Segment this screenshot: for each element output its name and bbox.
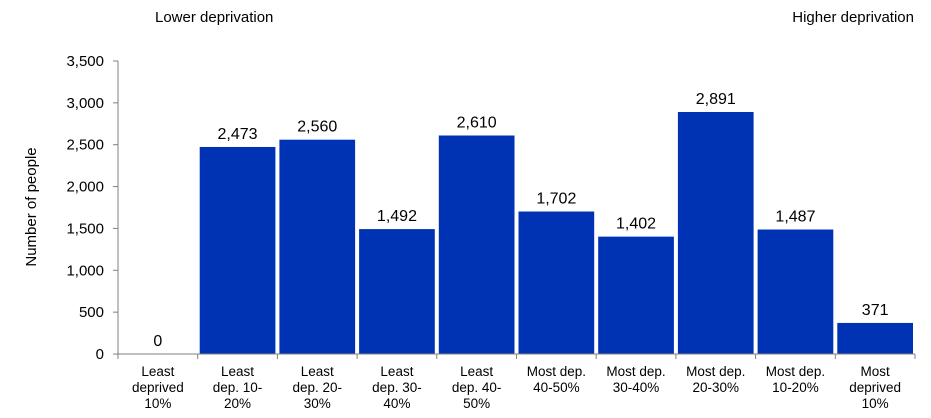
data-label: 2,473	[218, 126, 258, 143]
x-tick-label: Least dep. 40-50%	[452, 364, 502, 411]
bar	[359, 229, 435, 354]
bar	[279, 139, 356, 354]
y-tick-label: 1,000	[66, 262, 104, 279]
data-label: 1,487	[775, 209, 815, 226]
x-tick-label: Least dep. 20-30%	[292, 364, 342, 411]
x-tick-label: Least dep. 30-40%	[372, 364, 422, 411]
y-tick-label: 2,500	[66, 137, 104, 154]
y-tick-label: 1,500	[66, 220, 104, 237]
y-tick-label: 3,000	[66, 95, 104, 112]
annotation-lower-deprivation: Lower deprivation	[155, 9, 273, 26]
y-axis: 0 500 1,000 1,500 2,000 2,500 3,000 3,500	[66, 53, 119, 363]
data-label: 371	[862, 302, 889, 319]
data-label: 1,702	[536, 191, 576, 208]
data-label: 1,492	[377, 208, 417, 225]
bars: 0 2,473 2,560 1,492 2,610 1,702 1,402 2,891 1,48…	[153, 91, 913, 355]
x-tick-label: Most dep. 30-40%	[606, 364, 665, 395]
bar	[677, 111, 754, 355]
x-tick-label: Most dep. 10-20%	[766, 364, 825, 395]
bar	[438, 135, 515, 354]
y-tick-label: 0	[96, 346, 104, 363]
bar	[598, 236, 674, 354]
bar	[518, 211, 595, 354]
x-tick-label: Least dep. 10-20%	[213, 364, 263, 411]
data-label: 1,402	[616, 216, 656, 233]
x-axis: Least deprived 10% Least dep. 10-20% Least dep…	[117, 353, 916, 411]
bar	[199, 146, 276, 354]
y-tick-label: 500	[79, 304, 104, 321]
data-label: 0	[153, 333, 162, 350]
data-label: 2,560	[297, 119, 337, 136]
x-tick-label: Most dep. 40-50%	[527, 364, 586, 395]
bar	[757, 229, 834, 354]
data-label: 2,610	[457, 115, 497, 132]
y-tick-label: 3,500	[66, 53, 104, 70]
x-tick-label: Most dep. 20-30%	[686, 364, 745, 395]
x-tick-label: Least deprived 10%	[132, 364, 184, 411]
annotation-higher-deprivation: Higher deprivation	[792, 9, 914, 26]
x-tick-label: Most deprived 10%	[849, 364, 901, 411]
bar	[837, 322, 913, 354]
y-axis-label: Number of people	[23, 147, 40, 266]
y-tick-label: 2,000	[66, 179, 104, 196]
data-label: 2,891	[696, 91, 736, 108]
